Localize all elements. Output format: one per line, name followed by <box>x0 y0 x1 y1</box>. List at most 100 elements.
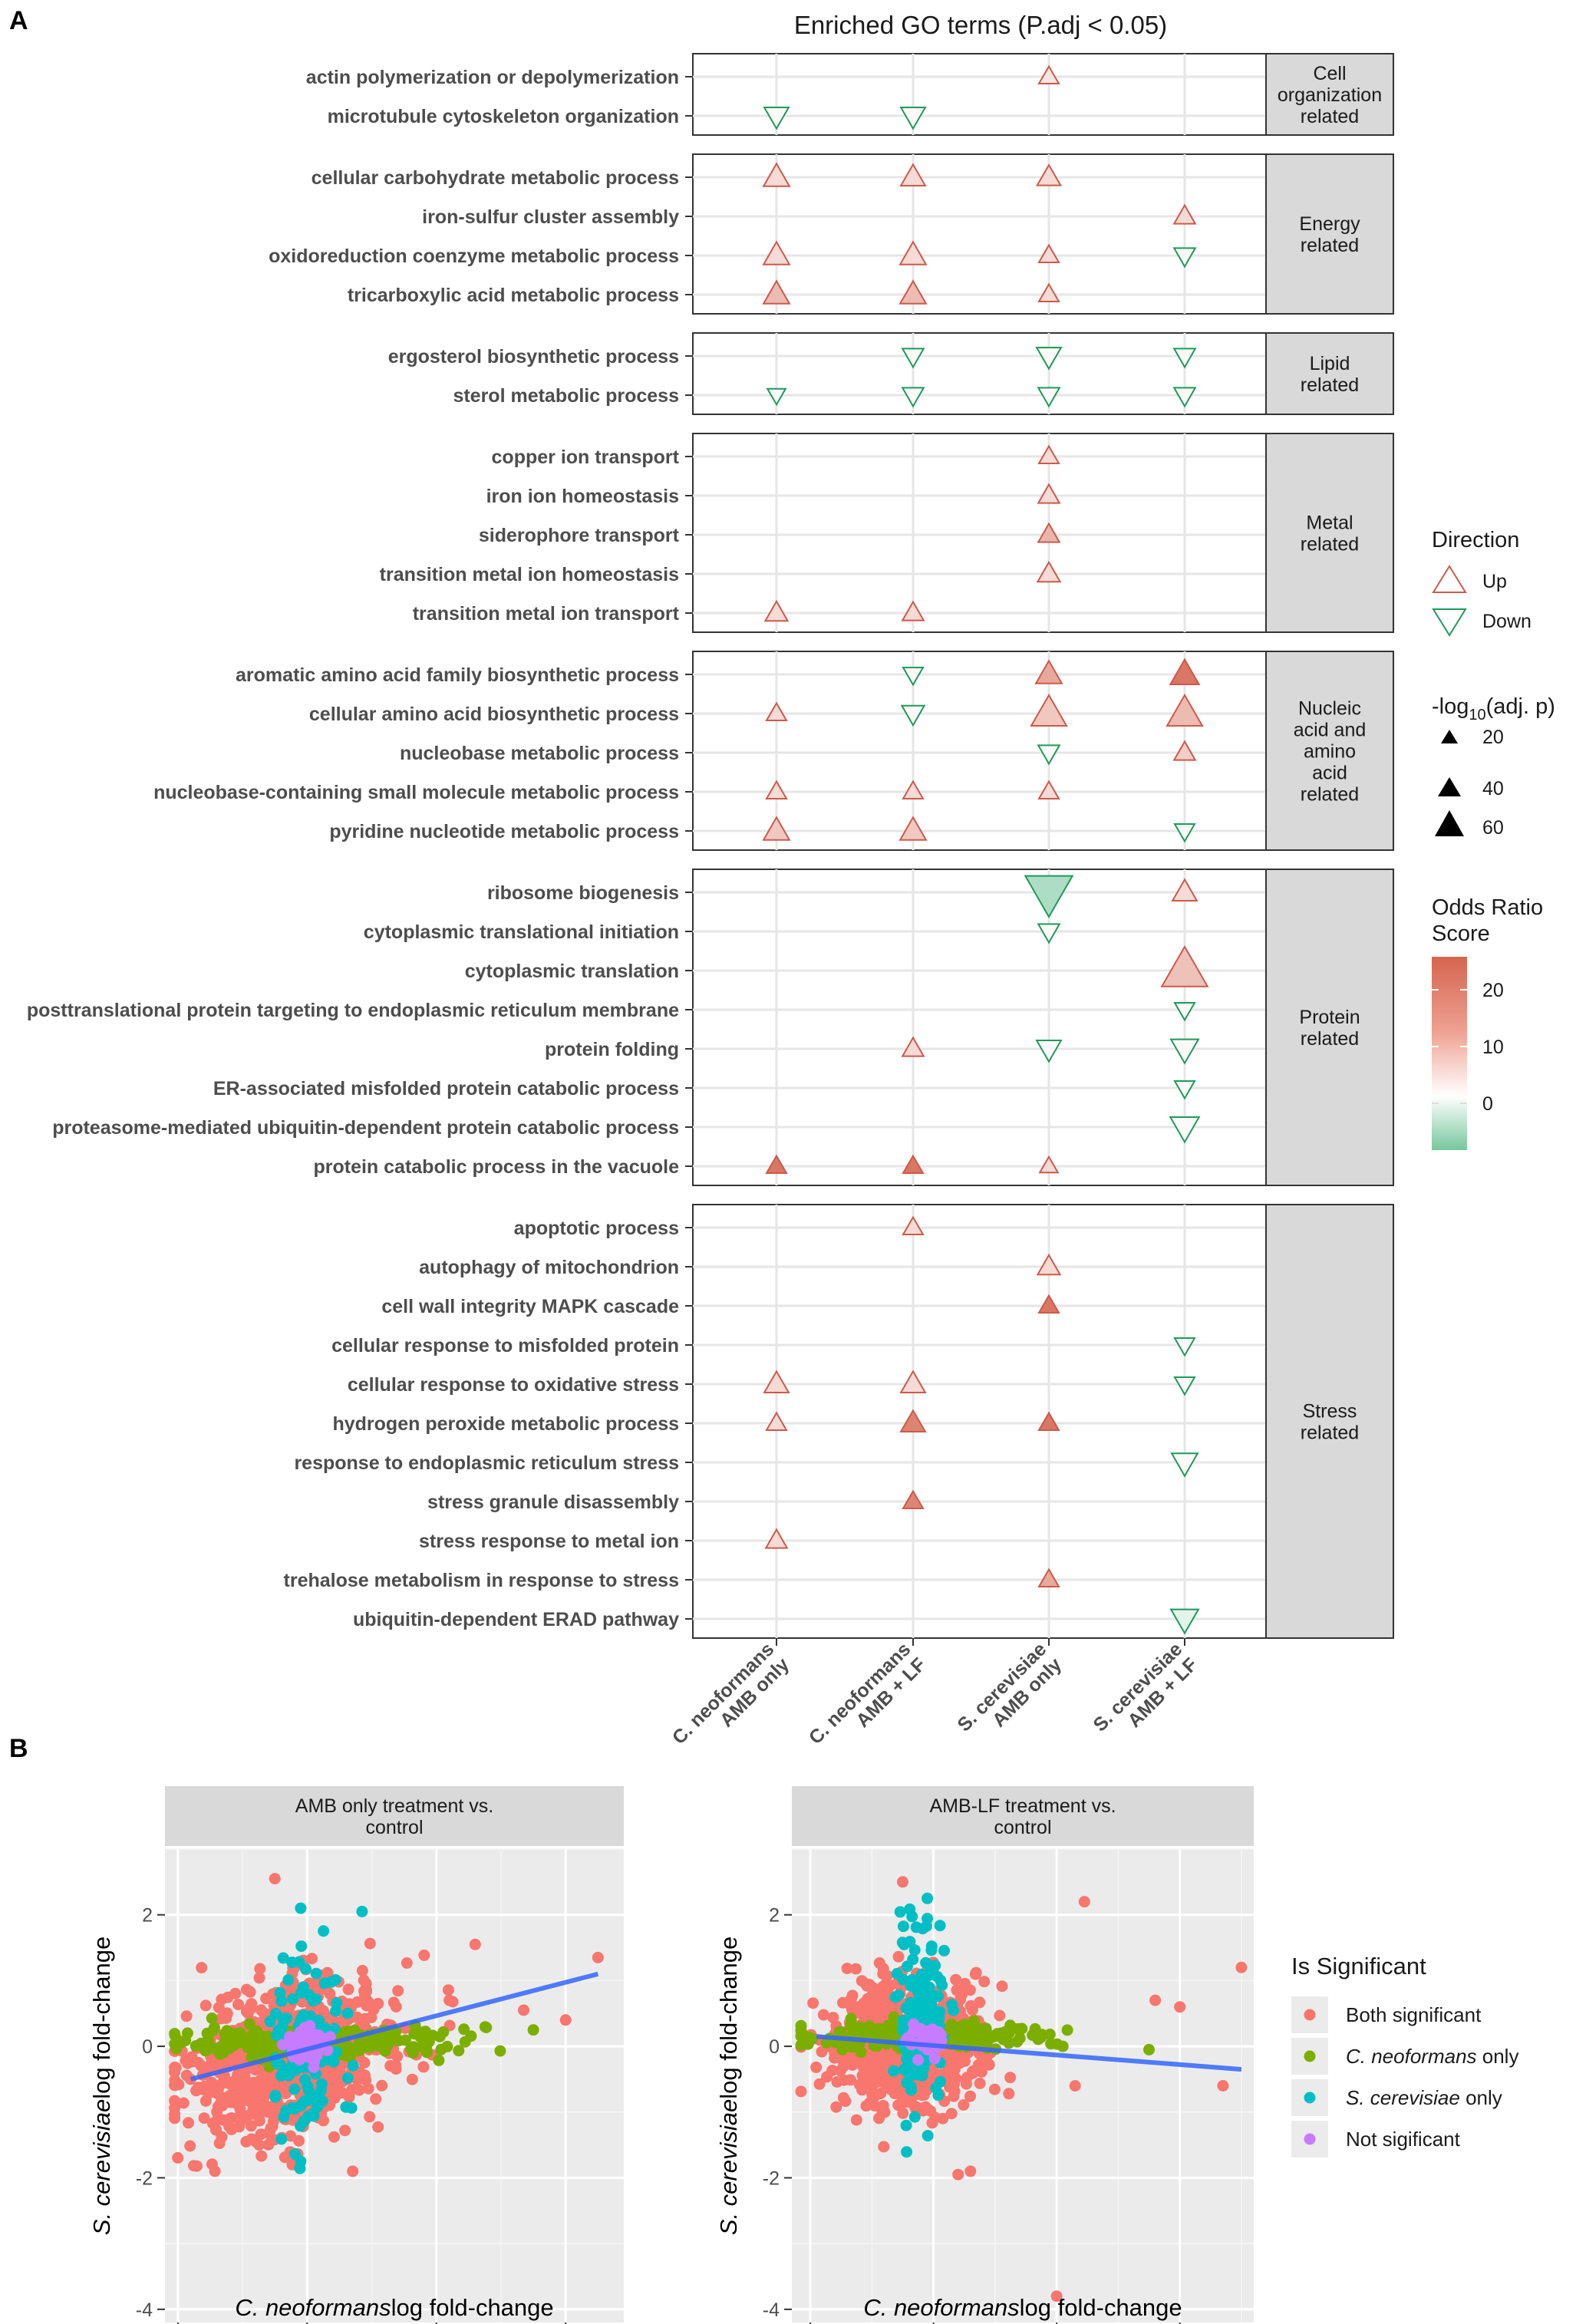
y-axis-label-species: S. cerevisiae <box>88 2099 115 2235</box>
y-tick-label: 0 <box>142 2036 153 2058</box>
down-triangle-marker <box>1172 247 1197 269</box>
data-point <box>978 1976 991 1988</box>
data-point <box>361 1994 373 2006</box>
data-point <box>246 2032 258 2045</box>
up-triangle-marker <box>765 1154 788 1174</box>
panel-label-b: B <box>9 1734 28 1763</box>
odds-tick-label-10: 10 <box>1482 1037 1504 1058</box>
data-point <box>216 2131 228 2143</box>
data-point <box>307 1995 319 2007</box>
up-triangle-marker <box>1166 693 1204 727</box>
facet-strip-label: related <box>1301 106 1359 127</box>
data-point <box>978 2024 991 2036</box>
down-triangle-marker <box>1172 387 1197 408</box>
data-point <box>356 1905 368 1917</box>
data-point <box>559 2014 572 2026</box>
down-triangle-marker <box>1173 1337 1196 1357</box>
down-triangle-marker <box>1169 1608 1200 1635</box>
data-point <box>195 2059 207 2072</box>
data-point <box>269 2089 282 2101</box>
go-term-label: ubiquitin-dependent ERAD pathway <box>353 1609 679 1630</box>
data-point <box>934 1920 946 1932</box>
data-point <box>250 2046 262 2058</box>
data-point <box>416 2040 428 2052</box>
data-point <box>356 1964 368 1976</box>
data-point <box>190 2160 203 2172</box>
x-axis-label-tail: log fold-change <box>391 2294 554 2321</box>
data-point <box>908 2018 920 2030</box>
down-triangle-marker <box>1172 348 1197 369</box>
data-point <box>892 1989 905 2001</box>
data-point <box>342 1983 354 1996</box>
scatter-points <box>795 1876 1248 2303</box>
odds-legend-title-line2: Score <box>1432 921 1490 946</box>
go-term-label: autophagy of mitochondrion <box>419 1257 679 1278</box>
data-point <box>838 2074 850 2086</box>
data-point <box>240 2135 252 2148</box>
data-point <box>945 2075 958 2087</box>
down-triangle-marker <box>1173 1080 1196 1100</box>
data-point <box>964 2090 976 2102</box>
legend-label-main: Both significant <box>1346 2003 1482 2026</box>
facet-strip <box>1265 433 1394 633</box>
up-triangle-marker <box>765 1411 788 1431</box>
data-point <box>935 1974 947 1986</box>
data-point <box>364 2039 376 2051</box>
data-point <box>206 2012 218 2024</box>
data-point <box>241 2110 253 2122</box>
data-point <box>922 2130 934 2142</box>
significance-legend-title: Is Significant <box>1291 1953 1426 1980</box>
data-point <box>988 2083 1001 2095</box>
go-term-label: cellular response to oxidative stress <box>348 1374 679 1396</box>
data-point <box>276 2039 288 2051</box>
data-point <box>260 1993 272 2005</box>
up-triangle-marker <box>1037 282 1060 302</box>
data-point <box>318 2115 329 2127</box>
data-point <box>880 1991 892 2003</box>
data-point <box>302 2085 315 2097</box>
data-point <box>901 2053 912 2065</box>
data-point <box>299 1963 312 1975</box>
panel-label-a: A <box>9 6 28 35</box>
data-point <box>243 2002 256 2014</box>
y-axis-label: S. cerevisiaelog fold-change <box>715 1937 742 2235</box>
go-term-label: cytoplasmic translation <box>465 961 679 982</box>
up-triangle-marker <box>1037 1294 1060 1314</box>
go-term-label: nucleobase-containing small molecule met… <box>153 782 679 803</box>
go-term-label: sterol metabolic process <box>453 385 679 407</box>
go-term-label: copper ion transport <box>492 447 680 468</box>
legend-label-tail: only <box>1460 2086 1502 2109</box>
y-axis-label-species: S. cerevisiae <box>715 2099 742 2235</box>
go-term-label: ergosterol biosynthetic process <box>388 346 679 368</box>
data-point <box>885 1980 896 1992</box>
data-point <box>376 2079 388 2092</box>
up-triangle-marker <box>763 1370 790 1393</box>
data-point <box>1149 1994 1162 2006</box>
direction-legend: Direction Up Down <box>1432 528 1531 637</box>
data-point <box>920 2078 932 2091</box>
data-point <box>918 2011 929 2023</box>
size-legend: -log10(adj. p) 20 40 60 <box>1432 694 1555 839</box>
up-triangle-marker <box>1037 780 1060 799</box>
go-term-label: transition metal ion homeostasis <box>380 564 679 585</box>
data-point <box>934 2006 946 2018</box>
data-point <box>465 2030 477 2042</box>
data-point <box>264 2016 276 2028</box>
data-point <box>892 1950 905 1963</box>
up-triangle-marker <box>1037 243 1060 263</box>
down-triangle-marker <box>899 107 927 130</box>
data-point <box>270 2007 282 2019</box>
facet-panel <box>692 53 1267 136</box>
data-point <box>342 2042 354 2055</box>
data-point <box>299 2074 311 2085</box>
legend-label-ns: Not sigificant <box>1346 2128 1461 2151</box>
down-triangle-marker <box>1037 744 1061 766</box>
data-point <box>1004 2019 1017 2032</box>
data-point <box>856 2078 867 2090</box>
data-point <box>285 2130 297 2142</box>
up-triangle-marker <box>1036 560 1062 583</box>
data-point <box>358 1985 370 1997</box>
data-point <box>435 2043 447 2055</box>
data-point <box>169 2112 181 2125</box>
up-triangle-marker <box>762 162 791 187</box>
